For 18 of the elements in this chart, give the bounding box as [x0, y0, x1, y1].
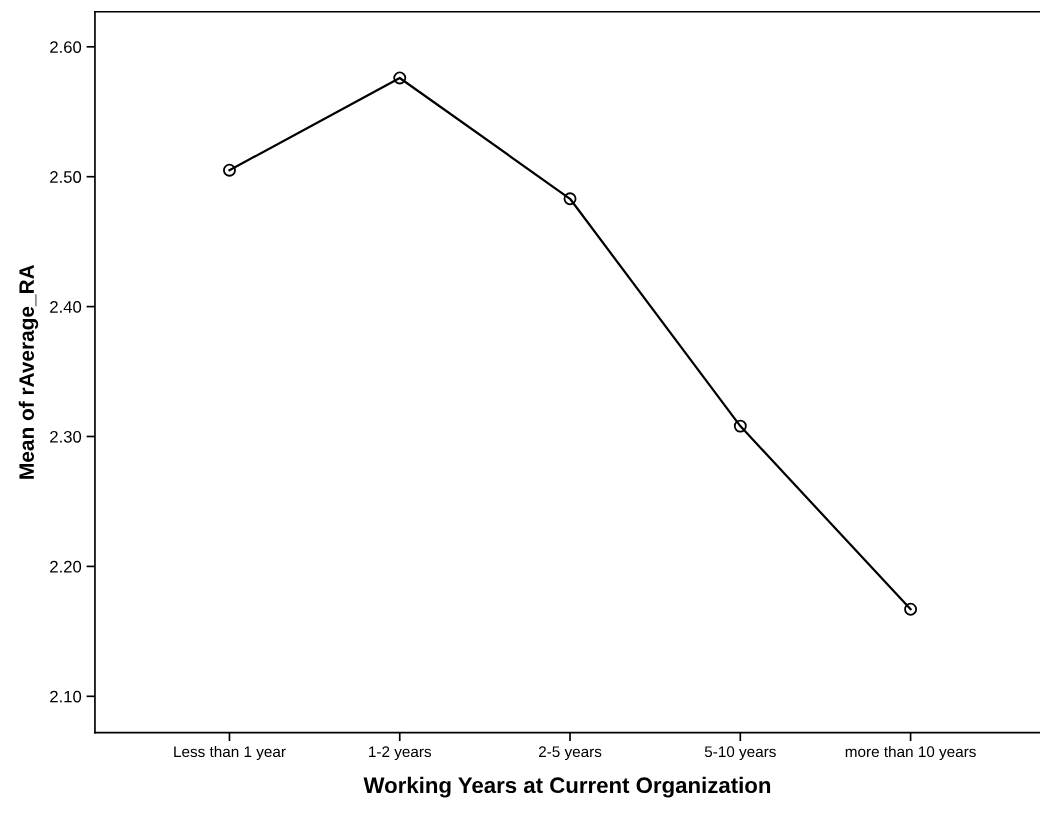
point [393, 71, 407, 85]
x-tick-label: 5-10 years [704, 746, 776, 761]
y-axis-title: Mean of rAverage_RA [18, 264, 39, 479]
x-tick-label: 1-2 years [369, 746, 432, 761]
x-tick-label: 2-5 years [538, 746, 602, 761]
y-tick-label: 2.60 [50, 41, 82, 53]
point [223, 163, 236, 177]
x-tick-label: more than 10 years [845, 745, 976, 761]
x-axis-title: Working Years at Current Organization [363, 776, 771, 798]
y-tick-label: 2.40 [50, 301, 82, 313]
point [733, 419, 747, 433]
y-tick-label: 2.10 [50, 690, 82, 703]
y-tick-label: 2.30 [50, 430, 82, 443]
y-tick-label: 2.20 [50, 560, 82, 573]
x-tick-label: Less than 1 year [174, 745, 286, 761]
y-tick-label: 2.50 [50, 171, 82, 183]
point [904, 602, 918, 616]
point [563, 192, 577, 206]
